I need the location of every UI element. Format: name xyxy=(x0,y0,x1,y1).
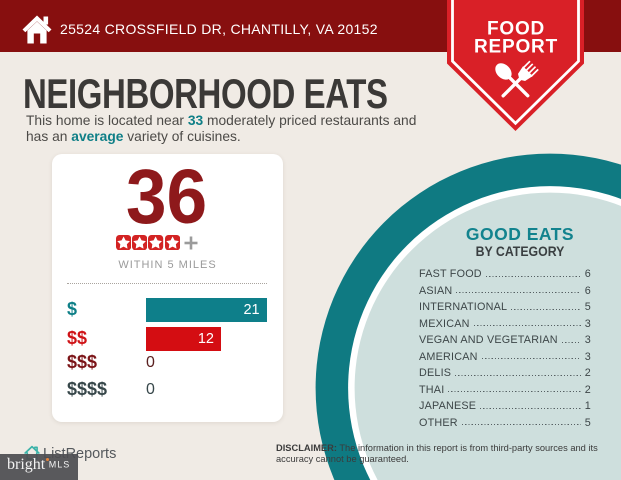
svg-text:FOOD: FOOD xyxy=(487,19,545,40)
svg-text:REPORT: REPORT xyxy=(474,37,558,58)
